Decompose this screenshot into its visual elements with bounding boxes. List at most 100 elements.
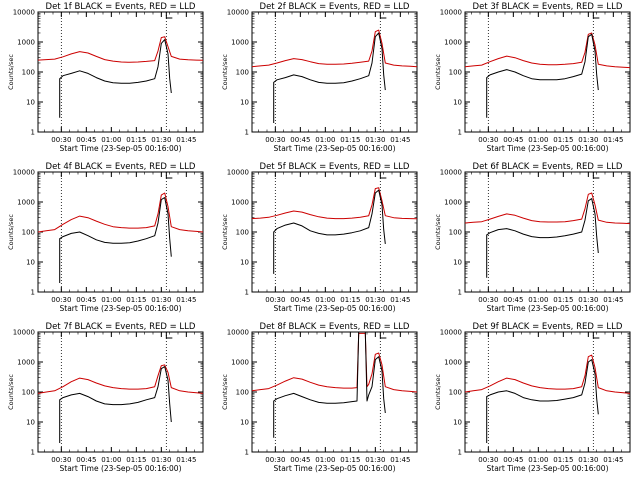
det-9f-xtick-label-2: 01:00 bbox=[528, 456, 548, 464]
det-4f-bracket-mark bbox=[165, 172, 173, 179]
det-6f-ytick-label-1: 10 bbox=[453, 259, 462, 267]
det-2f-series-events-black bbox=[273, 32, 386, 123]
det-7f-xtick-label-4: 01:30 bbox=[151, 456, 171, 464]
det-7f-xtick-label-2: 01:00 bbox=[101, 456, 121, 464]
det-6f-ylabel: Counts/sec bbox=[434, 214, 442, 250]
det-2f-xtick-label-5: 01:45 bbox=[390, 136, 410, 144]
det-5f-panel: Det 5f BLACK = Events, RED = LLD 1 10 100 10… bbox=[221, 162, 418, 313]
det-3f-xtick-label-0: 00:30 bbox=[478, 136, 498, 144]
det-9f-xtick-label-4: 01:30 bbox=[578, 456, 598, 464]
det-1f-xtick-label-0: 00:30 bbox=[51, 136, 71, 144]
det-8f-xtick-label-4: 01:30 bbox=[365, 456, 385, 464]
det-1f-ylabel: Counts/sec bbox=[7, 54, 15, 90]
det-7f-xtick-label-1: 00:45 bbox=[76, 456, 96, 464]
det-8f-ytick-label-0: 1 bbox=[245, 449, 249, 457]
det-4f-xtick-label-1: 00:45 bbox=[76, 296, 96, 304]
det-4f-title: Det 4f BLACK = Events, RED = LLD bbox=[46, 162, 196, 172]
det-2f-ylabel: Counts/sec bbox=[221, 54, 229, 90]
det-2f-ytick-label-4: 10000 bbox=[227, 9, 249, 17]
det-8f-xtick-label-0: 00:30 bbox=[265, 456, 285, 464]
det-2f-xtick-label-0: 00:30 bbox=[265, 136, 285, 144]
det-2f-xtick-label-4: 01:30 bbox=[365, 136, 385, 144]
det-5f-xlabel: Start Time (23-Sep-05 00:16:00) bbox=[274, 304, 396, 313]
det-2f-frame bbox=[251, 11, 418, 133]
det-6f-title: Det 6f BLACK = Events, RED = LLD bbox=[473, 162, 623, 172]
det-7f-title: Det 7f BLACK = Events, RED = LLD bbox=[46, 322, 196, 332]
det-4f-ytick-label-3: 1000 bbox=[17, 199, 35, 207]
det-1f-ytick-label-2: 100 bbox=[22, 69, 35, 77]
det-8f-ytick-label-4: 10000 bbox=[227, 329, 249, 337]
det-4f-ytick-label-1: 10 bbox=[26, 259, 35, 267]
det-7f-ytick-label-0: 1 bbox=[31, 449, 35, 457]
det-5f-xtick-label-5: 01:45 bbox=[390, 296, 410, 304]
det-4f-xtick-label-0: 00:30 bbox=[51, 296, 71, 304]
det-3f-bracket-mark bbox=[592, 12, 600, 19]
det-4f-panel: Det 4f BLACK = Events, RED = LLD 1 10 100 10… bbox=[7, 162, 204, 313]
det-6f-xtick-label-0: 00:30 bbox=[478, 296, 498, 304]
det-3f-ytick-label-4: 10000 bbox=[440, 9, 462, 17]
det-5f-ylabel: Counts/sec bbox=[221, 214, 229, 250]
det-3f-xlabel: Start Time (23-Sep-05 00:16:00) bbox=[487, 144, 609, 153]
det-1f-xtick-label-2: 01:00 bbox=[101, 136, 121, 144]
det-4f-series-events-black bbox=[59, 197, 172, 283]
det-7f-ylabel: Counts/sec bbox=[7, 374, 15, 410]
det-1f-frame bbox=[37, 11, 204, 133]
det-7f-xtick-label-0: 00:30 bbox=[51, 456, 71, 464]
det-1f-ytick-label-1: 10 bbox=[26, 99, 35, 107]
det-2f-xtick-label-1: 00:45 bbox=[290, 136, 310, 144]
det-8f-xtick-label-3: 01:15 bbox=[340, 456, 360, 464]
det-1f-xtick-label-4: 01:30 bbox=[151, 136, 171, 144]
det-1f-series-lld-red bbox=[37, 36, 204, 63]
det-7f-xtick-label-5: 01:45 bbox=[176, 456, 196, 464]
det-6f-ytick-label-3: 1000 bbox=[444, 199, 462, 207]
det-8f-xtick-label-2: 01:00 bbox=[315, 456, 335, 464]
det-6f-bracket-mark bbox=[592, 172, 600, 179]
det-4f-ytick-label-0: 1 bbox=[31, 289, 35, 297]
det-1f-xtick-label-3: 01:15 bbox=[126, 136, 146, 144]
det-7f-panel: Det 7f BLACK = Events, RED = LLD 1 10 100 10… bbox=[7, 322, 204, 473]
det-3f-xtick-label-2: 01:00 bbox=[528, 136, 548, 144]
det-1f-xtick-label-5: 01:45 bbox=[176, 136, 196, 144]
det-8f-series-lld-red bbox=[251, 332, 418, 393]
det-8f-xlabel: Start Time (23-Sep-05 00:16:00) bbox=[274, 464, 396, 473]
det-1f-ytick-label-4: 10000 bbox=[13, 9, 35, 17]
det-4f-xtick-label-5: 01:45 bbox=[176, 296, 196, 304]
det-9f-xtick-label-5: 01:45 bbox=[603, 456, 623, 464]
det-2f-ytick-label-0: 1 bbox=[245, 129, 249, 137]
det-4f-ytick-label-2: 100 bbox=[22, 229, 35, 237]
det-4f-series-lld-red bbox=[37, 192, 204, 233]
det-6f-series-events-black bbox=[486, 198, 599, 278]
det-3f-ytick-label-2: 100 bbox=[449, 69, 462, 77]
det-1f-xlabel: Start Time (23-Sep-05 00:16:00) bbox=[60, 144, 182, 153]
det-5f-xtick-label-2: 01:00 bbox=[315, 296, 335, 304]
det-8f-xtick-label-1: 00:45 bbox=[290, 456, 310, 464]
det-5f-xtick-label-0: 00:30 bbox=[265, 296, 285, 304]
det-6f-ytick-label-4: 10000 bbox=[440, 169, 462, 177]
det-3f-ytick-label-1: 10 bbox=[453, 99, 462, 107]
det-4f-ytick-label-4: 10000 bbox=[13, 169, 35, 177]
det-5f-series-lld-red bbox=[251, 187, 418, 220]
det-8f-ytick-label-2: 100 bbox=[236, 389, 249, 397]
det-6f-xtick-label-2: 01:00 bbox=[528, 296, 548, 304]
det-3f-ytick-label-0: 1 bbox=[458, 129, 462, 137]
det-1f-xtick-label-1: 00:45 bbox=[76, 136, 96, 144]
det-5f-series-events-black bbox=[273, 189, 386, 274]
det-2f-ytick-label-3: 1000 bbox=[231, 39, 249, 47]
det-9f-title: Det 9f BLACK = Events, RED = LLD bbox=[473, 322, 623, 332]
det-7f-series-events-black bbox=[59, 366, 172, 443]
det-2f-panel: Det 2f BLACK = Events, RED = LLD 1 10 100 10… bbox=[221, 2, 418, 153]
det-5f-xtick-label-3: 01:15 bbox=[340, 296, 360, 304]
det-3f-xtick-label-5: 01:45 bbox=[603, 136, 623, 144]
det-2f-ytick-label-2: 100 bbox=[236, 69, 249, 77]
det-9f-ytick-label-4: 10000 bbox=[440, 329, 462, 337]
det-9f-xtick-label-3: 01:15 bbox=[553, 456, 573, 464]
det-7f-frame bbox=[37, 331, 204, 453]
det-7f-xlabel: Start Time (23-Sep-05 00:16:00) bbox=[60, 464, 182, 473]
det-5f-ytick-label-3: 1000 bbox=[231, 199, 249, 207]
det-1f-ytick-label-0: 1 bbox=[31, 129, 35, 137]
det-3f-xtick-label-1: 00:45 bbox=[503, 136, 523, 144]
det-6f-xtick-label-5: 01:45 bbox=[603, 296, 623, 304]
det-2f-title: Det 2f BLACK = Events, RED = LLD bbox=[260, 2, 410, 12]
det-3f-panel: Det 3f BLACK = Events, RED = LLD 1 10 100 10… bbox=[434, 2, 631, 153]
det-2f-ytick-label-1: 10 bbox=[240, 99, 249, 107]
